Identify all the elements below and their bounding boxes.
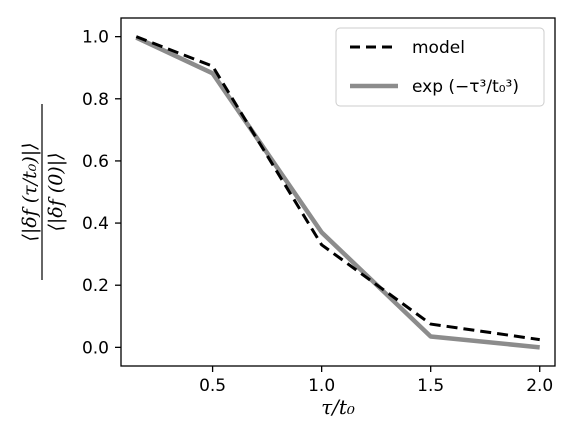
x-tick-label: 2.0 (526, 376, 553, 396)
series-line-exp (135, 35, 540, 350)
x-axis-label: τ/t₀ (321, 395, 355, 419)
y-tick-label: 0.2 (82, 276, 109, 296)
y-tick-label: 0.6 (82, 152, 109, 172)
y-tick-label: 0.4 (82, 214, 109, 234)
plot-frame (120, 17, 556, 367)
y-axis-label-numerator: ⟨|δf (τ/t₀)|⟩ (19, 142, 41, 241)
y-tick-label: 1.0 (82, 28, 109, 48)
legend: model exp (−τ³/t₀³) (335, 27, 545, 107)
x-tick-label: 0.5 (199, 376, 226, 396)
x-tick-label: 1.0 (308, 376, 335, 396)
x-tick-label: 1.5 (417, 376, 444, 396)
y-tick-label: 0.8 (82, 90, 109, 110)
y-axis-label-denominator: ⟨|δf (0)|⟩ (45, 152, 67, 231)
y-tick-label: 0.0 (82, 338, 109, 358)
y-axis-ticks: 0.0 0.2 0.4 0.6 0.8 1.0 (82, 28, 121, 358)
series-lines (135, 35, 540, 350)
y-axis-label: ⟨|δf (τ/t₀)|⟩ ⟨|δf (0)|⟩ (19, 104, 67, 280)
legend-label-exp: exp (−τ³/t₀³) (412, 77, 519, 97)
x-axis-ticks: 0.5 1.0 1.5 2.0 (199, 366, 553, 396)
series-line-model (135, 35, 540, 342)
legend-label-model: model (412, 38, 465, 58)
